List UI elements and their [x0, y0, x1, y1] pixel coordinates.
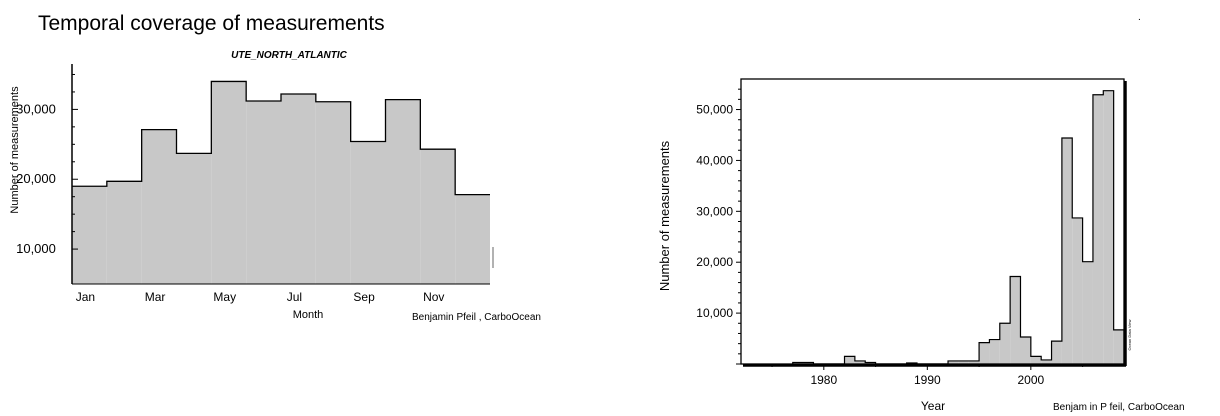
month-step-outline [72, 80, 490, 196]
left-x-tick-label: Sep [353, 290, 375, 304]
year-bar [1092, 94, 1104, 364]
month-bar [281, 94, 316, 285]
year-bar [844, 356, 855, 364]
year-bar [1061, 138, 1073, 364]
right-y-tick-label: 40,000 [696, 153, 733, 167]
corner-mark: . [1138, 12, 1141, 23]
right-y-tick-label: 10,000 [696, 306, 733, 320]
year-bar [1072, 217, 1083, 364]
left-y-tick-label: 10,000 [16, 241, 56, 256]
year-bar [1020, 337, 1031, 364]
left-x-tick-label: Jul [287, 290, 302, 304]
year-bar [1103, 90, 1114, 365]
year-bar [999, 323, 1011, 364]
year-bar [958, 360, 969, 364]
right-chart-credit: Benjam in P feil, CarboOcean [1053, 402, 1185, 413]
year-bar [979, 342, 990, 364]
year-bar [1030, 356, 1042, 364]
year-bar [803, 362, 814, 364]
year-bar [1010, 276, 1021, 364]
right-y-tick-label: 30,000 [696, 204, 733, 218]
right-y-axis-label: Number of measurements [657, 140, 672, 291]
right-x-tick-label: 1990 [914, 373, 941, 387]
year-bar [1082, 261, 1093, 364]
right-x-axis-label: Year [921, 399, 945, 413]
month-bar [211, 81, 247, 284]
month-bar [141, 129, 177, 284]
right-y-tick-label: 50,000 [696, 103, 733, 117]
month-bar [106, 181, 142, 284]
left-x-axis-label: Month [293, 309, 324, 321]
year-bar [989, 339, 1000, 364]
month-bar [315, 101, 351, 284]
year-bar [865, 362, 876, 364]
month-bar [455, 194, 490, 284]
left-chart-title: UTE_NORTH_ATLANTIC [231, 50, 348, 61]
year-bar [792, 362, 804, 364]
month-bar [420, 149, 456, 284]
ocean-data-view-watermark: Ocean Data View [1127, 319, 1132, 350]
year-bar [1041, 359, 1052, 364]
page-title: Temporal coverage of measurements [38, 12, 385, 35]
year-bar [854, 360, 866, 364]
left-x-tick-label: May [213, 290, 236, 304]
left-y-tick-label: 30,000 [16, 101, 56, 116]
left-x-tick-label: Nov [423, 290, 444, 304]
month-bar [176, 153, 212, 284]
left-x-tick-label: Mar [145, 290, 166, 304]
left-y-axis-label: Number of measurements [9, 86, 21, 214]
left-chart-credit: Benjamin Pfeil , CarboOcean [412, 312, 541, 323]
right-x-tick-label: 2000 [1017, 373, 1044, 387]
month-bar [246, 101, 281, 285]
year-bar [1113, 329, 1124, 364]
month-bar [72, 186, 107, 284]
month-bar [350, 141, 386, 284]
year-bar [968, 360, 980, 364]
year-bar [948, 360, 959, 364]
month-bar [385, 99, 421, 284]
left-x-tick-label: Jan [76, 290, 95, 304]
right-y-tick-label: 20,000 [696, 255, 733, 269]
right-x-tick-label: 1980 [810, 373, 837, 387]
year-step-outline [792, 90, 1125, 365]
left-y-tick-label: 20,000 [16, 171, 56, 186]
year-bar [1051, 341, 1062, 364]
